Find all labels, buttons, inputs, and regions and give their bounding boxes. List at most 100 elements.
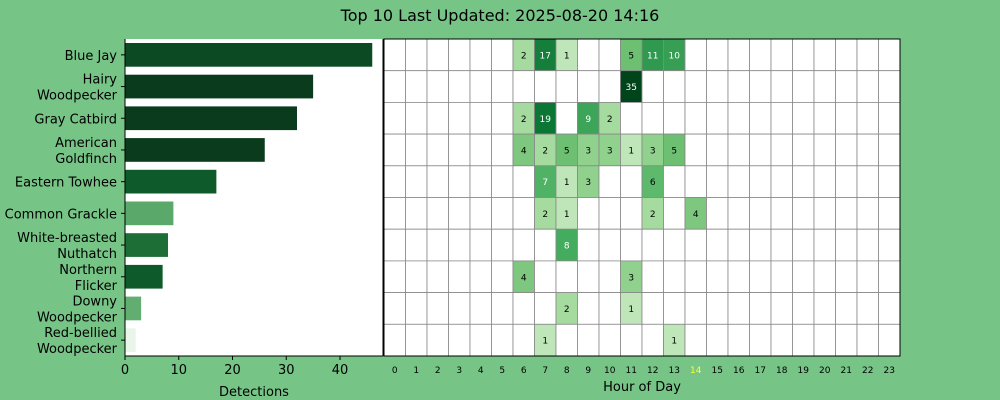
heatmap-cell-empty (426, 102, 449, 135)
heatmap-cell-empty (383, 38, 406, 72)
heatmap-cell-empty (491, 133, 514, 167)
category-label: Common Grackle (5, 207, 117, 222)
heatmap-cell-empty (856, 323, 879, 357)
heatmap-cell-empty (749, 102, 772, 135)
hour-tick-label: 4 (478, 366, 484, 376)
x-tick-label: 0 (121, 363, 129, 378)
heatmap-cell-empty (684, 38, 707, 72)
heatmap-cell-empty (469, 292, 492, 325)
heatmap-cell-empty (813, 165, 836, 198)
hour-tick-label: 17 (755, 366, 766, 376)
hour-tick-label: 6 (521, 366, 527, 376)
heatmap-cell-empty (512, 197, 535, 230)
heatmap-cell-empty (426, 228, 449, 262)
heatmap-cell-empty (469, 102, 492, 135)
heatmap-cell-empty (448, 38, 471, 72)
heatmap-cell-empty (792, 228, 815, 262)
bar (125, 328, 136, 352)
heatmap-cell-empty (512, 228, 535, 262)
category-label: Eastern Towhee (15, 176, 117, 191)
heatmap-cell-label: 5 (628, 51, 634, 61)
heatmap-cell-empty (405, 260, 428, 293)
heatmap-cell-empty (469, 38, 492, 72)
heatmap-cell-empty (792, 197, 815, 230)
chart-title: Top 10 Last Updated: 2025-08-20 14:16 (340, 6, 660, 25)
heatmap-cell-empty (706, 133, 729, 167)
heatmap-cell-empty (383, 133, 406, 167)
heatmap-cell-empty (749, 165, 772, 198)
heatmap-cell-empty (383, 102, 406, 135)
heatmap-cell-empty (856, 228, 879, 262)
heatmap-cell-empty (706, 292, 729, 325)
category-label: Red-bellied Woodpecker (37, 326, 118, 357)
heatmap-cell-empty (620, 197, 643, 230)
heatmap-cell-empty (749, 260, 772, 293)
heatmap-cell-label: 4 (521, 146, 527, 156)
heatmap-cell-empty (383, 292, 406, 325)
heatmap-cell-empty (727, 292, 750, 325)
heatmap-cell-empty (491, 38, 514, 72)
heatmap-cell-label: 2 (542, 210, 548, 220)
heatmap-cell-empty (469, 197, 492, 230)
heatmap-cell-empty (448, 292, 471, 325)
bar (125, 264, 163, 289)
heatmap-cell-label: 1 (628, 146, 634, 156)
heatmap-cell-empty (770, 197, 793, 230)
heatmap-cell-label: 2 (650, 210, 656, 220)
heatmap-cell-empty (426, 292, 449, 325)
heatmap-cell-empty (620, 228, 643, 262)
heatmap-cell-empty (469, 70, 492, 103)
heatmap-cell-label: 5 (564, 146, 570, 156)
heatmap-cell-empty (684, 133, 707, 167)
heatmap-cell-empty (663, 228, 686, 262)
heatmap-cell-empty (856, 38, 879, 72)
heatmap-cell-empty (878, 228, 901, 262)
heatmap-cell-empty (405, 102, 428, 135)
heatmap-cell-empty (663, 197, 686, 230)
heatmap-cell-empty (405, 292, 428, 325)
heatmap-cell-empty (512, 70, 535, 103)
hour-tick-label: 7 (542, 366, 548, 376)
heatmap-cell-empty (491, 228, 514, 262)
heatmap-cell-empty (620, 165, 643, 198)
heatmap-cell-empty (813, 38, 836, 72)
heatmap-cell-empty (491, 292, 514, 325)
heatmap-cell-empty (598, 165, 621, 198)
heatmap-cell-empty (727, 228, 750, 262)
heatmap-cell-empty (663, 260, 686, 293)
heatmap-cell-empty (577, 38, 600, 72)
heatmap-cell-empty (555, 102, 578, 135)
hour-tick-label: 21 (841, 366, 852, 376)
heatmap-cell-empty (749, 323, 772, 357)
heatmap-cell-empty (598, 70, 621, 103)
heatmap-cell-label: 2 (542, 146, 548, 156)
heatmap-cell-empty (383, 260, 406, 293)
heatmap-cell-empty (448, 165, 471, 198)
hour-tick-label: 3 (456, 366, 462, 376)
heatmap-cell-empty (641, 70, 664, 103)
heatmap-cell-empty (792, 292, 815, 325)
heatmap-cell-label: 9 (585, 115, 591, 125)
heatmap-cell-empty (749, 292, 772, 325)
heatmap-cell-label: 6 (650, 178, 656, 188)
heatmap-cell-empty (770, 38, 793, 72)
heatmap-cell-empty (405, 70, 428, 103)
hour-tick-label: 11 (626, 366, 637, 376)
heatmap-cell-empty (383, 197, 406, 230)
heatmap-cell-empty (555, 260, 578, 293)
heatmap-cell-empty (448, 70, 471, 103)
heatmap-cell-empty (792, 70, 815, 103)
heatmap-cell-empty (706, 228, 729, 262)
heatmap-cell-empty (577, 197, 600, 230)
heatmap-cell-empty (706, 102, 729, 135)
heatmap-cell-empty (598, 38, 621, 72)
heatmap-cell-empty (835, 228, 858, 262)
heatmap-cell-empty (878, 323, 901, 357)
heatmap-cell-label: 1 (564, 178, 570, 188)
heatmap-cell-empty (641, 228, 664, 262)
heatmap-cell-empty (770, 102, 793, 135)
heatmap-cell-label: 7 (542, 178, 548, 188)
heatmap-x-axis-label: Hour of Day (603, 380, 681, 395)
heatmap-cell-empty (878, 70, 901, 103)
